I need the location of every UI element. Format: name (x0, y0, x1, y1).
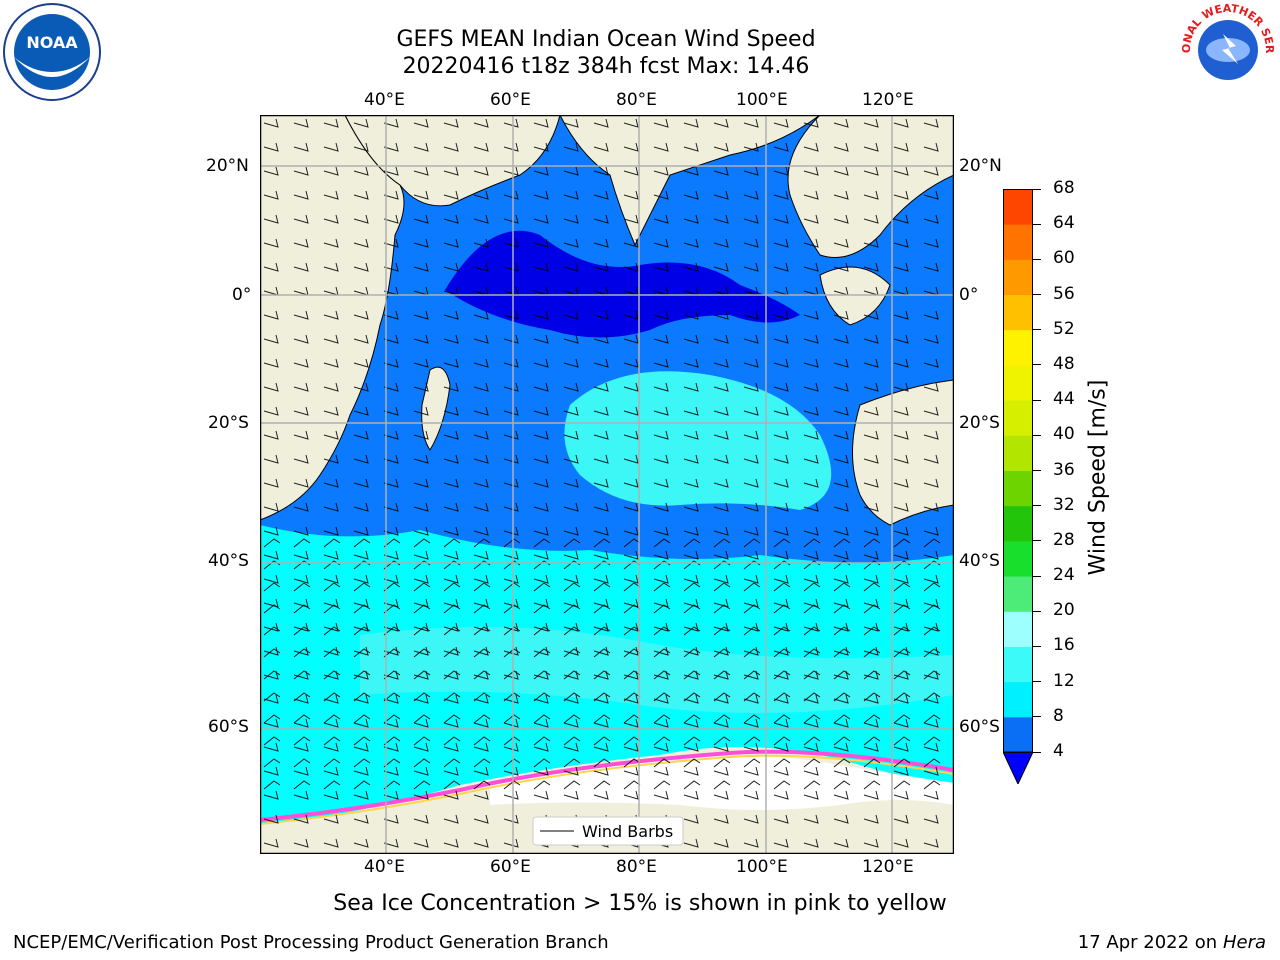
colorbar (1002, 189, 1034, 786)
footer-branch: NCEP/EMC/Verification Post Processing Pr… (13, 932, 609, 953)
lat-tick-right-60s: 60°S (959, 717, 1000, 737)
colorbar-tick-label: 20 (1053, 600, 1075, 621)
colorbar-segment (1003, 435, 1033, 471)
colorbar-label: Wind Speed [m/s] (1085, 379, 1111, 576)
sea-ice-note: Sea Ice Concentration > 15% is shown in … (333, 891, 947, 916)
colorbar-tick-mark (1033, 294, 1041, 296)
colorbar-tick-label: 24 (1053, 565, 1075, 586)
footer-date-text: 17 Apr 2022 on (1077, 932, 1218, 953)
lat-tick-right-40s: 40°S (959, 551, 1000, 571)
footer-host: Hera (1222, 932, 1266, 953)
colorbar-tick-mark (1033, 751, 1041, 753)
colorbar-tick-label: 68 (1053, 178, 1075, 198)
colorbar-tick-mark (1033, 364, 1041, 366)
colorbar-segment (1003, 576, 1033, 612)
colorbar-tick-label: 12 (1053, 670, 1075, 691)
colorbar-tick-label: 60 (1053, 248, 1075, 269)
lon-tick-top-120: 120°E (862, 90, 914, 110)
lat-tick-left-20s: 20°S (208, 413, 249, 433)
colorbar-tick-label: 40 (1053, 424, 1075, 445)
map-gridlines (260, 115, 954, 854)
nws-logo: NATIONAL WEATHER SERVICE (1173, 0, 1278, 100)
colorbar-tick-label: 52 (1053, 318, 1075, 339)
colorbar-tick-label: 36 (1053, 459, 1075, 480)
colorbar-tick-mark (1033, 681, 1041, 683)
lon-tick-top-80: 80°E (616, 90, 657, 110)
lon-tick-bottom-120: 120°E (862, 857, 914, 877)
colorbar-tick-label: 16 (1053, 635, 1075, 656)
legend-label: Wind Barbs (582, 822, 673, 841)
colorbar-tick-mark (1033, 258, 1041, 260)
colorbar-tick-label: 28 (1053, 529, 1075, 550)
colorbar-svg (1002, 189, 1034, 786)
colorbar-segment (1003, 505, 1033, 542)
colorbar-segment (1003, 400, 1033, 436)
colorbar-segment (1003, 540, 1033, 577)
colorbar-segment (1003, 224, 1033, 260)
noaa-logo-text: NOAA (26, 33, 78, 52)
lon-tick-top-60: 60°E (490, 90, 531, 110)
footer-date: 17 Apr 2022 on Hera (1078, 932, 1266, 953)
colorbar-segment (1003, 470, 1033, 507)
colorbar-tick-label: 56 (1053, 283, 1075, 304)
colorbar-under-triangle (1002, 751, 1034, 786)
map-legend: Wind Barbs (532, 816, 684, 846)
lon-tick-top-40: 40°E (364, 90, 405, 110)
colorbar-segment (1003, 189, 1033, 225)
colorbar-segment (1003, 329, 1033, 366)
colorbar-tick-mark (1033, 610, 1041, 612)
lat-tick-right-20n: 20°N (959, 156, 1002, 176)
lat-tick-left-60s: 60°S (208, 717, 249, 737)
lat-tick-left-40s: 40°S (208, 551, 249, 571)
chart-title: GEFS MEAN Indian Ocean Wind Speed (396, 27, 816, 52)
colorbar-tick-mark (1033, 399, 1041, 401)
lat-tick-left-20n: 20°N (206, 156, 249, 176)
lon-tick-bottom-40: 40°E (364, 857, 405, 877)
colorbar-tick-mark (1033, 505, 1041, 507)
lat-tick-right-20s: 20°S (959, 413, 1000, 433)
map-svg: Wind Barbs (259, 114, 955, 855)
colorbar-frame (1003, 189, 1033, 753)
lat-tick-left-0: 0° (232, 285, 252, 305)
colorbar-tick-label: 8 (1053, 705, 1064, 726)
wind-barbs-south (260, 535, 954, 795)
lon-tick-top-100: 100°E (736, 90, 788, 110)
chart-subtitle: 20220416 t18z 384h fcst Max: 14.46 (402, 54, 810, 79)
colorbar-segment (1003, 646, 1033, 683)
colorbar-tick-label: 32 (1053, 494, 1075, 515)
colorbar-tick-label: 64 (1053, 213, 1075, 234)
colorbar-tick-mark (1033, 329, 1041, 331)
colorbar-tick-label: 48 (1053, 353, 1075, 374)
colorbar-segment (1003, 364, 1033, 401)
colorbar-tick-mark (1033, 223, 1041, 225)
colorbar-tick-mark (1033, 575, 1041, 577)
map-panel: Wind Barbs (259, 114, 955, 855)
colorbar-tick-mark (1033, 540, 1041, 542)
colorbar-tick-mark (1033, 470, 1041, 471)
colorbar-tick-mark (1033, 434, 1041, 436)
colorbar-segment (1003, 716, 1033, 753)
colorbar-segment (1003, 681, 1033, 718)
colorbar-tick-label: 44 (1053, 389, 1075, 410)
lat-tick-right-0: 0° (959, 285, 979, 305)
colorbar-tick-label: 4 (1053, 741, 1064, 761)
lon-tick-bottom-80: 80°E (616, 857, 657, 877)
colorbar-tick-mark (1033, 716, 1041, 718)
colorbar-tick-mark (1033, 188, 1041, 190)
colorbar-label-wrap: Wind Speed [m/s] (1083, 380, 1113, 580)
colorbar-segment (1003, 259, 1033, 296)
map-frame (259, 114, 955, 855)
colorbar-tick-mark (1033, 645, 1041, 647)
noaa-logo: NOAA (2, 2, 102, 102)
colorbar-segment (1003, 294, 1033, 331)
lon-tick-bottom-100: 100°E (736, 857, 788, 877)
colorbar-segment (1003, 611, 1033, 647)
lon-tick-bottom-60: 60°E (490, 857, 531, 877)
